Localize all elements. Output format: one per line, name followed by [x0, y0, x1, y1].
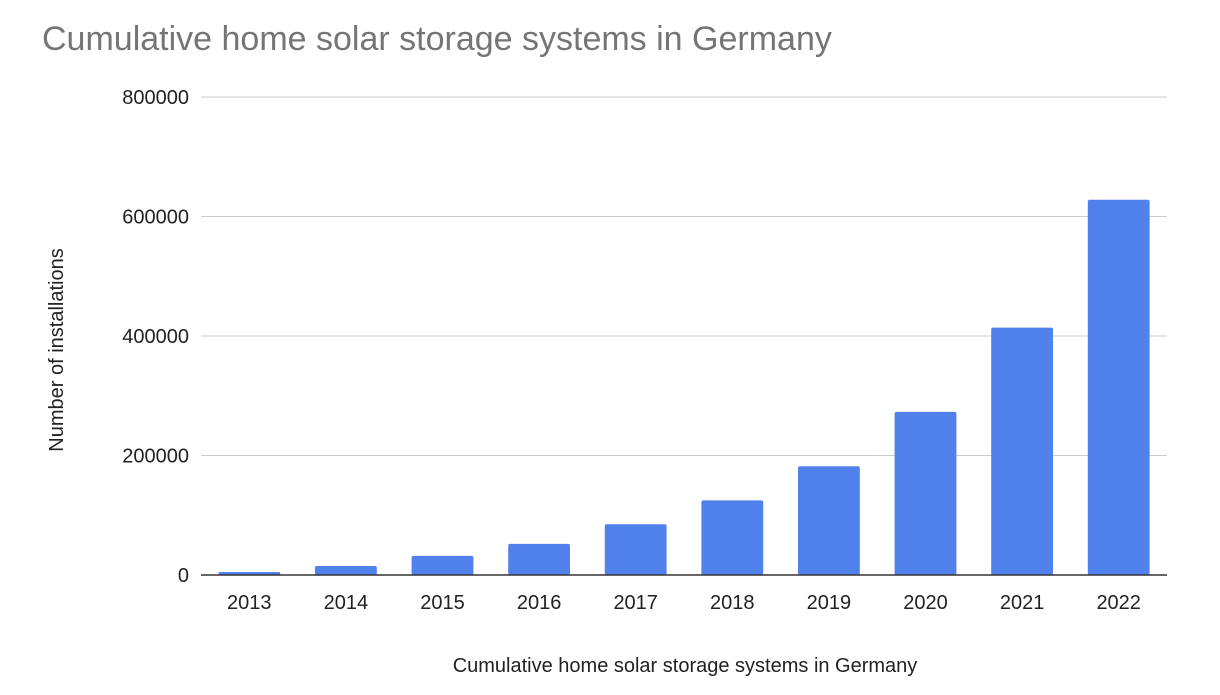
y-tick-label: 0: [178, 565, 189, 587]
bars: [218, 199, 1150, 575]
x-tick-label-2020: 2020: [903, 592, 948, 614]
x-tick-label-2022: 2022: [1096, 592, 1141, 614]
x-axis-title: Cumulative home solar storage systems in…: [453, 655, 918, 677]
x-tick-label-2017: 2017: [613, 592, 658, 614]
bar-2017: [604, 524, 667, 575]
x-tick-label-2021: 2021: [1000, 592, 1045, 614]
bar-2019: [797, 466, 860, 575]
chart-title: Cumulative home solar storage systems in…: [42, 20, 832, 58]
bar-2018: [701, 500, 764, 575]
y-tick-label: 400000: [122, 326, 189, 348]
y-tick-label: 600000: [122, 207, 189, 229]
x-tick-label-2013: 2013: [227, 592, 272, 614]
bar-2016: [508, 543, 571, 575]
bar-2015: [411, 555, 474, 575]
x-tick-label-2019: 2019: [807, 592, 852, 614]
bar-2021: [991, 327, 1054, 575]
y-tick-label: 200000: [122, 446, 189, 468]
x-tick-label-2018: 2018: [710, 592, 755, 614]
x-tick-labels: 2013 2014 2015 2016 2017 2018 2019 2020 2021 2022: [227, 592, 1141, 614]
bar-2022: [1087, 199, 1150, 575]
bar-2020: [894, 411, 957, 575]
x-tick-label-2014: 2014: [324, 592, 369, 614]
y-tick-label: 800000: [122, 87, 189, 109]
y-axis-title: Number of installations: [46, 248, 68, 451]
x-tick-label-2016: 2016: [517, 592, 562, 614]
y-tick-labels: 0 200000 400000 600000 800000: [122, 87, 189, 587]
x-tick-label-2015: 2015: [420, 592, 465, 614]
bar-2014: [314, 566, 377, 575]
